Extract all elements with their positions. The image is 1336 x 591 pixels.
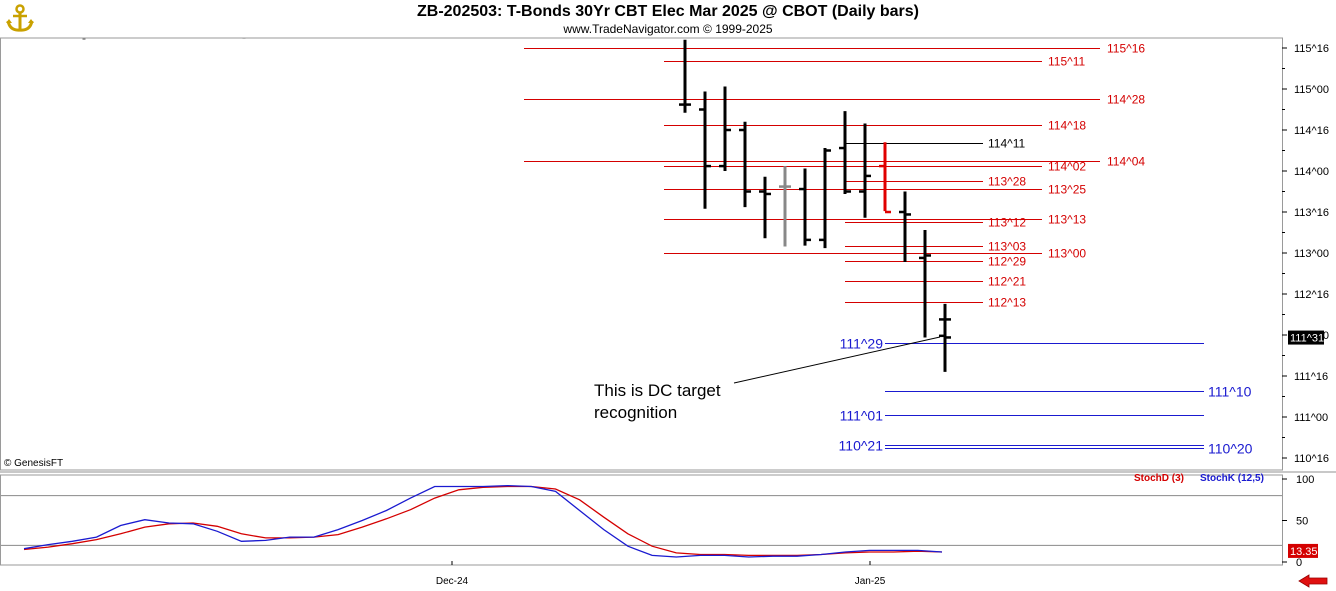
price-axis-label: 114^16 bbox=[1294, 125, 1329, 137]
price-level-label: 113^13 bbox=[1048, 213, 1086, 227]
price-panel-frame bbox=[0, 37, 1283, 471]
price-axis-label: 112^16 bbox=[1294, 289, 1329, 301]
left-arrow-icon[interactable] bbox=[1298, 574, 1328, 588]
dc-target-annotation: This is DC target recognition bbox=[594, 381, 721, 422]
price-axis-label: 110^16 bbox=[1294, 453, 1329, 465]
anchor-icon[interactable] bbox=[4, 2, 36, 34]
price-level-label: 111^29 bbox=[840, 335, 884, 351]
price-level-label: 114^28 bbox=[1107, 93, 1145, 107]
chart-header: ZB-202503: T-Bonds 30Yr CBT Elec Mar 202… bbox=[0, 0, 1336, 38]
price-level-label: 113^03 bbox=[988, 240, 1026, 254]
price-level-label: 111^10 bbox=[1208, 383, 1252, 399]
annotation-pointer-line bbox=[733, 336, 941, 384]
price-level-label: 115^11 bbox=[1048, 55, 1086, 69]
current-price-marker bbox=[1288, 330, 1324, 345]
price-level-label: 113^00 bbox=[1048, 247, 1086, 261]
stochastic-axis-label: 50 bbox=[1296, 516, 1308, 528]
stochastic-value-marker bbox=[1288, 543, 1318, 558]
x-axis-label: Jan-25 bbox=[855, 576, 886, 587]
price-level-label: 115^16 bbox=[1107, 42, 1145, 56]
price-axis-label: 114^00 bbox=[1294, 166, 1329, 178]
chart-subtitle: www.TradeNavigator.com © 1999-2025 bbox=[563, 22, 773, 36]
current-price-label: 111^31 bbox=[1290, 333, 1324, 345]
copyright-text: © GenesisFT bbox=[4, 458, 64, 469]
stoch-d-legend: StochD (3) bbox=[1134, 473, 1184, 484]
price-level-label: 114^04 bbox=[1107, 155, 1145, 169]
stoch-k-line bbox=[23, 484, 943, 558]
price-level-label: 110^21 bbox=[839, 437, 884, 453]
price-axis-label: 113^16 bbox=[1294, 207, 1329, 219]
price-level-label: 114^18 bbox=[1048, 119, 1086, 133]
stochastic-axis-label: 0 bbox=[1296, 557, 1302, 569]
stochastic-axis-label: 100 bbox=[1296, 474, 1314, 486]
price-level-label: 112^21 bbox=[988, 275, 1026, 289]
price-level-label: 110^20 bbox=[1208, 440, 1253, 456]
price-level-label: 112^29 bbox=[988, 255, 1026, 269]
price-level-label: 113^25 bbox=[1048, 183, 1086, 197]
chart-title: ZB-202503: T-Bonds 30Yr CBT Elec Mar 202… bbox=[417, 3, 919, 20]
price-axis-label: 113^00 bbox=[1294, 248, 1329, 260]
price-axis-label: 115^00 bbox=[1294, 84, 1329, 96]
price-axis-label: 111^16 bbox=[1294, 371, 1328, 383]
price-level-label: 111^01 bbox=[840, 407, 884, 423]
price-axis-label: 111^00 bbox=[1294, 412, 1328, 424]
stoch-k-legend: StochK (12,5) bbox=[1200, 473, 1264, 484]
price-axis-label: 115^16 bbox=[1294, 43, 1329, 55]
price-level-label: 113^28 bbox=[988, 175, 1026, 189]
price-level-label: 112^13 bbox=[988, 296, 1026, 310]
price-level-label: 114^11 bbox=[988, 137, 1026, 151]
price-level-label: 114^02 bbox=[1048, 160, 1086, 174]
x-axis-label: Dec-24 bbox=[436, 576, 469, 587]
price-level-label: 113^12 bbox=[988, 216, 1026, 230]
stochastic-value-label: 13.35 bbox=[1290, 546, 1318, 558]
